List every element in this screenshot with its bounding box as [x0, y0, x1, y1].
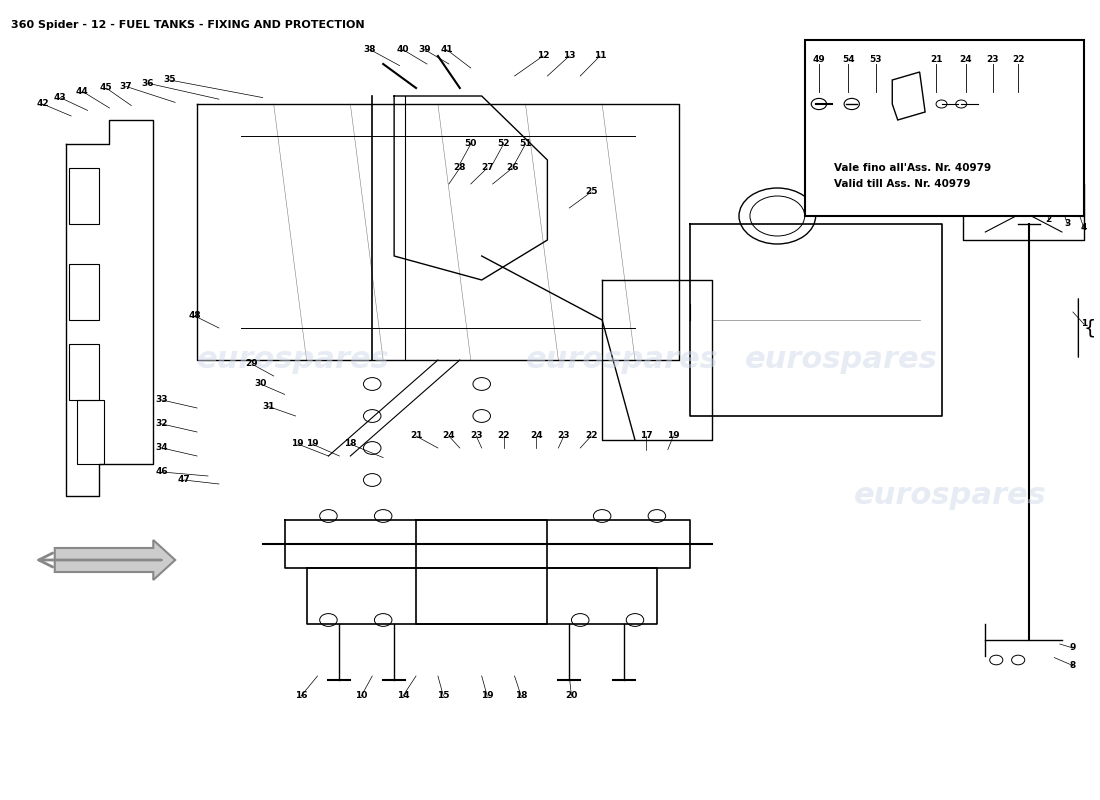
Text: 34: 34	[156, 443, 168, 453]
Text: 14: 14	[397, 691, 409, 701]
Text: 35: 35	[164, 75, 176, 85]
Text: 17: 17	[639, 431, 652, 441]
Text: 22: 22	[497, 431, 510, 441]
Text: 13: 13	[563, 51, 575, 61]
Text: 41: 41	[440, 45, 453, 54]
Text: 46: 46	[156, 467, 168, 477]
Text: 42: 42	[36, 99, 50, 109]
Text: 36: 36	[142, 78, 154, 88]
Text: 48: 48	[188, 311, 201, 321]
Text: 53: 53	[870, 55, 882, 65]
Text: 12: 12	[537, 51, 549, 61]
Text: 4: 4	[1080, 223, 1087, 233]
Text: {: {	[1084, 318, 1097, 338]
Text: eurospares: eurospares	[526, 346, 718, 374]
Text: 54: 54	[843, 55, 855, 65]
Text: eurospares: eurospares	[197, 346, 389, 374]
Text: 28: 28	[453, 163, 466, 173]
Text: 19: 19	[481, 691, 494, 701]
Text: 22: 22	[585, 431, 597, 441]
Text: 47: 47	[177, 475, 190, 485]
Text: 23: 23	[558, 431, 570, 441]
Text: 52: 52	[497, 139, 510, 149]
Text: eurospares: eurospares	[745, 346, 937, 374]
Text: 9: 9	[1069, 643, 1076, 653]
Text: 20: 20	[565, 691, 578, 701]
Text: 33: 33	[156, 395, 168, 405]
Text: 1: 1	[1080, 319, 1087, 329]
Text: 39: 39	[418, 45, 431, 54]
Text: 19: 19	[306, 439, 318, 449]
Polygon shape	[55, 540, 175, 580]
Text: 18: 18	[515, 691, 527, 701]
Text: 11: 11	[594, 51, 606, 61]
Text: 38: 38	[364, 45, 376, 54]
Text: 19: 19	[292, 439, 304, 449]
Text: Valid till Ass. Nr. 40979: Valid till Ass. Nr. 40979	[834, 179, 970, 189]
Text: 25: 25	[585, 187, 597, 197]
Text: 18: 18	[344, 439, 356, 449]
Text: 23: 23	[987, 55, 999, 65]
Text: eurospares: eurospares	[854, 482, 1047, 510]
Text: 6: 6	[1046, 123, 1052, 133]
Text: 3: 3	[1065, 219, 1070, 229]
Text: 37: 37	[120, 82, 132, 91]
Text: 43: 43	[54, 93, 66, 102]
Text: 31: 31	[262, 402, 275, 411]
Text: 10: 10	[355, 691, 367, 701]
Text: 27: 27	[481, 163, 494, 173]
Text: 22: 22	[1012, 55, 1024, 65]
Text: 21: 21	[410, 431, 422, 441]
Text: 32: 32	[156, 419, 168, 429]
Text: 44: 44	[76, 86, 88, 96]
Text: 360 Spider - 12 - FUEL TANKS - FIXING AND PROTECTION: 360 Spider - 12 - FUEL TANKS - FIXING AN…	[11, 20, 364, 30]
Text: 7: 7	[1026, 123, 1032, 133]
Text: 24: 24	[959, 55, 972, 65]
Text: 24: 24	[530, 431, 542, 441]
Text: 19: 19	[667, 431, 680, 441]
Text: 29: 29	[245, 359, 258, 369]
Text: 45: 45	[100, 83, 112, 93]
Text: 21: 21	[930, 55, 943, 65]
Text: 5: 5	[1065, 123, 1070, 133]
Text: Vale fino all'Ass. Nr. 40979: Vale fino all'Ass. Nr. 40979	[834, 163, 991, 173]
Text: 2: 2	[1046, 215, 1052, 225]
Text: 8: 8	[1070, 661, 1076, 670]
Text: 51: 51	[519, 139, 531, 149]
Text: 16: 16	[295, 691, 307, 701]
FancyBboxPatch shape	[805, 40, 1084, 216]
Text: 49: 49	[813, 55, 825, 65]
Text: 15: 15	[437, 691, 450, 701]
Text: 40: 40	[397, 45, 409, 54]
Text: 23: 23	[470, 431, 483, 441]
Text: 24: 24	[442, 431, 455, 441]
Text: 26: 26	[506, 163, 518, 173]
Text: 30: 30	[254, 379, 266, 389]
Text: 50: 50	[464, 139, 477, 149]
